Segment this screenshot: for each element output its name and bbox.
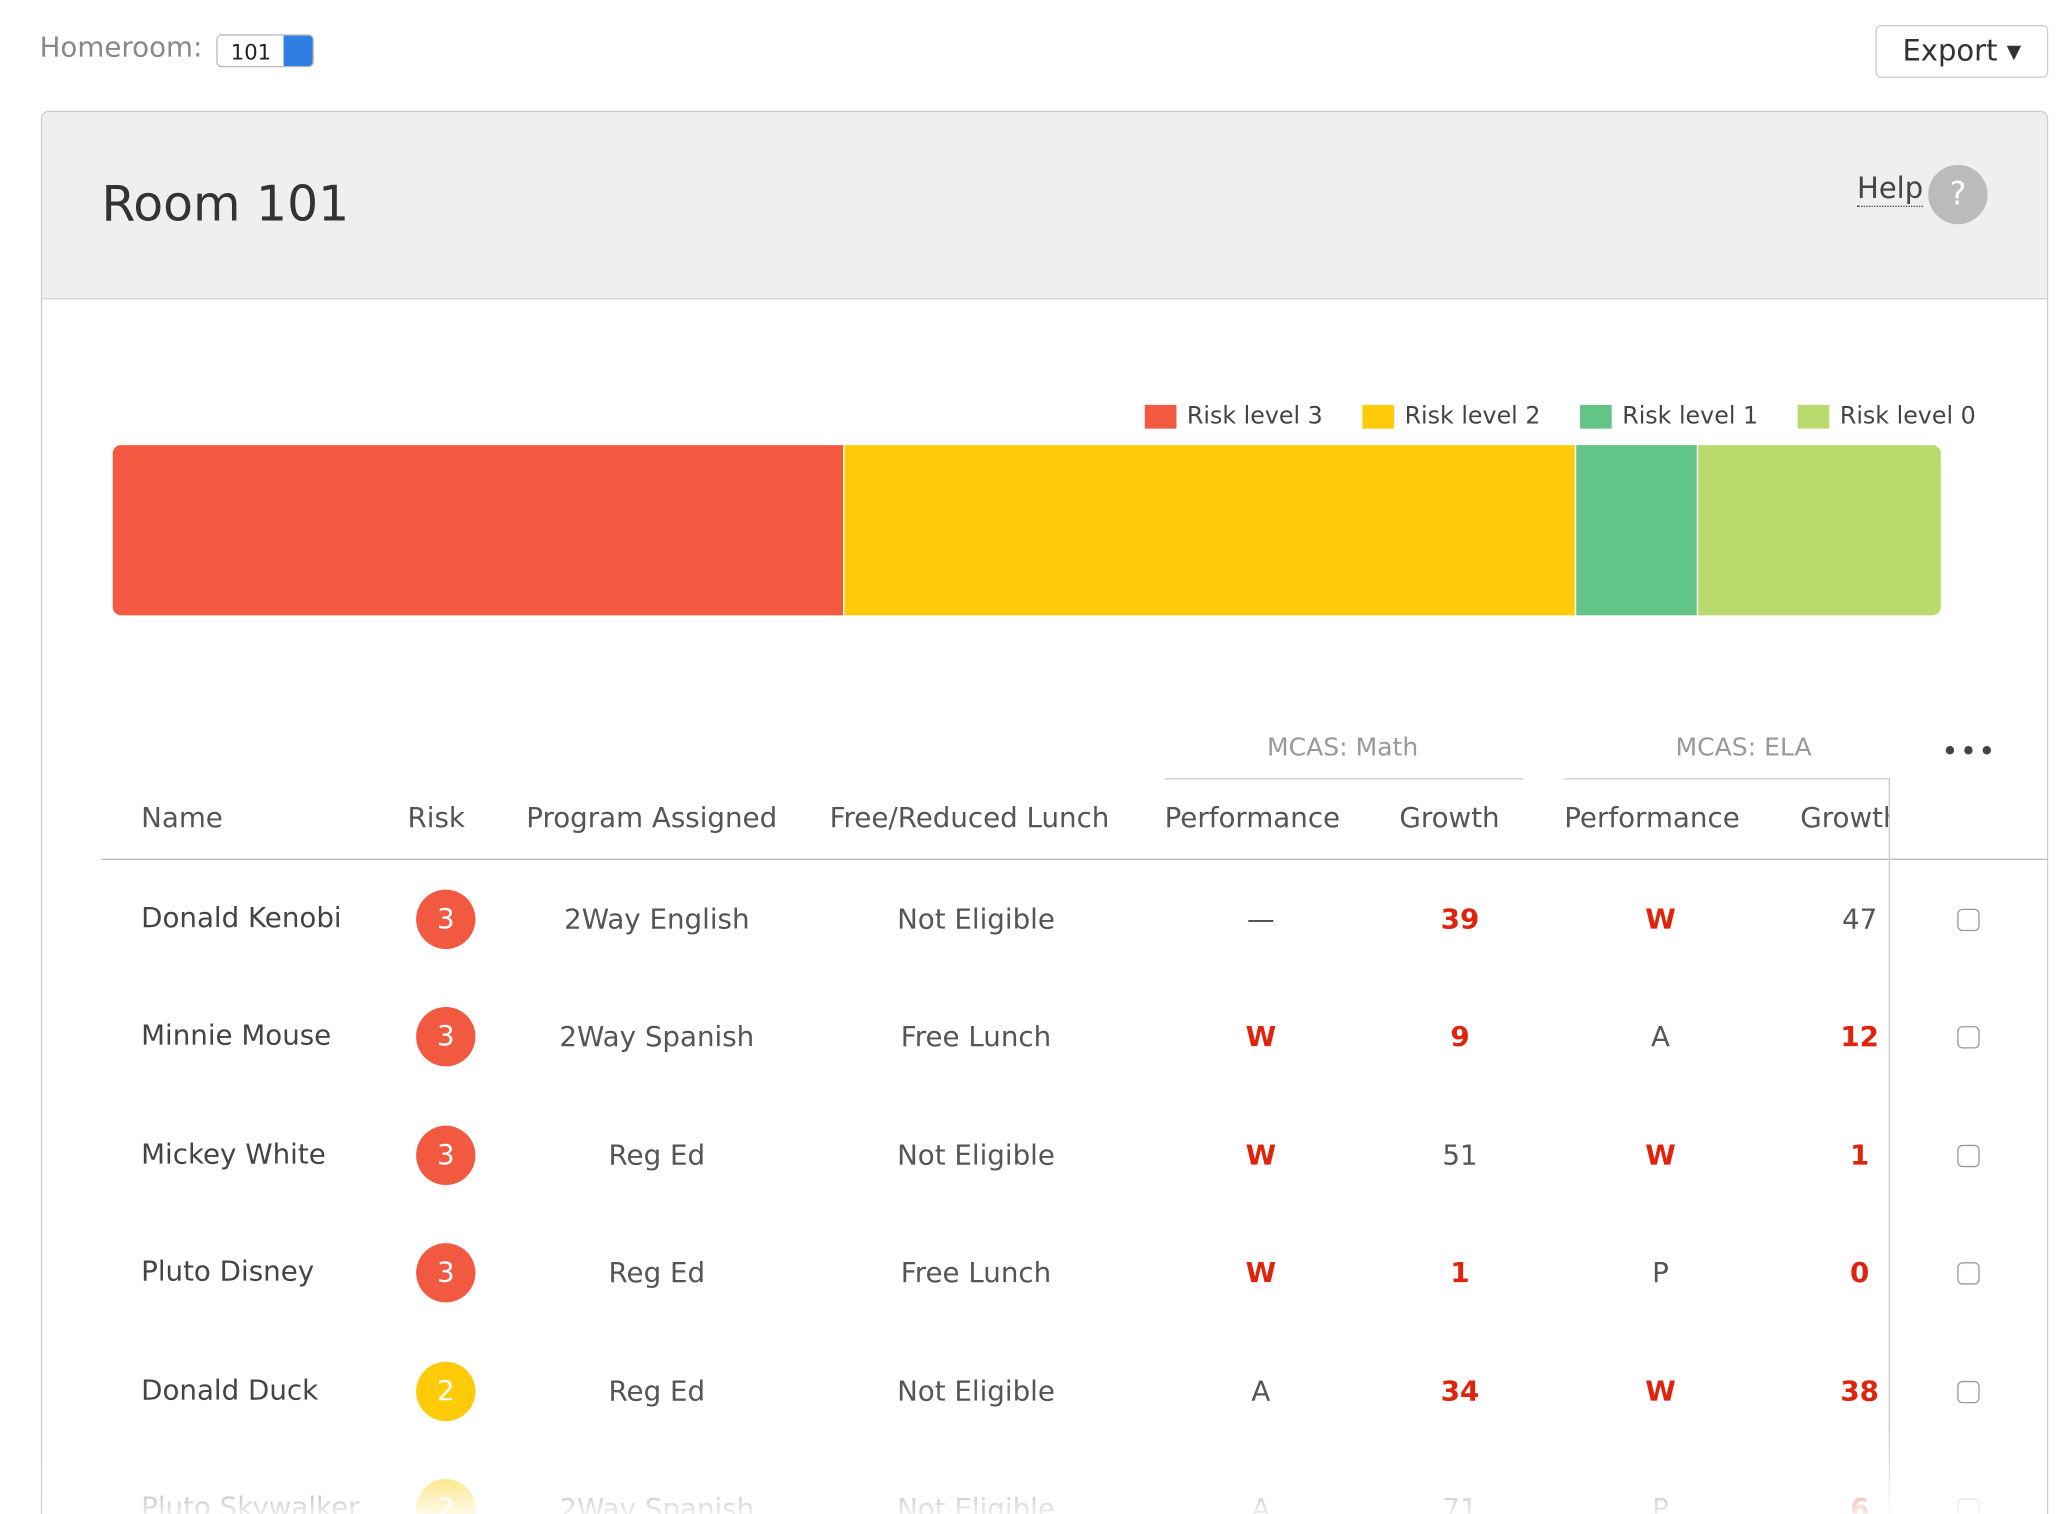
legend-label: Risk level 2 [1404,402,1541,430]
cell: 9 [1450,1021,1470,1053]
student-name: Donald Kenobi [141,902,342,934]
bar-segment [1696,444,1942,616]
cell: 12 [1840,1021,1879,1053]
legend-swatch [1797,404,1830,428]
export-button[interactable]: Export ▾ [1875,25,2049,78]
column-header: Growth [1800,801,1888,834]
legend-item: Risk level 0 [1797,402,1976,430]
cell: 1 [1450,1257,1470,1289]
cell: 47 [1842,903,1878,936]
column-header: Performance [1564,801,1740,834]
group-header: MCAS: Math [1267,733,1419,763]
header-rule [101,858,2049,860]
legend-swatch [1362,404,1395,428]
group-header: MCAS: ELA [1675,733,1812,763]
column-header: Growth [1399,801,1500,834]
group-rule [1164,778,1524,780]
cell: W [1645,1139,1676,1171]
panel [40,110,2049,1514]
row-checkbox[interactable] [1957,1026,1980,1050]
cell: A [1251,1375,1271,1407]
homeroom-value: 101 [230,39,272,65]
cell: W [1245,1139,1277,1171]
cell: 2Way Spanish [559,1021,755,1053]
panel-title: Room 101 [101,175,350,233]
cell: W [1645,1375,1676,1407]
legend-item: Risk level 3 [1144,402,1323,430]
cell: 2Way English [564,903,750,936]
cell: W [1245,1021,1277,1053]
homeroom-label: Homeroom: [39,31,203,64]
cell: Reg Ed [608,1139,706,1171]
student-name: Pluto Disney [141,1255,315,1288]
legend-item: Risk level 1 [1580,402,1758,430]
student-name: Donald Duck [141,1373,319,1406]
cell: Free Lunch [900,1021,1052,1053]
homeroom-select[interactable]: 101 [216,34,314,68]
legend-label: Risk level 0 [1839,402,1976,430]
risk-chart [112,444,1942,616]
row-checkbox[interactable] [1957,1144,1980,1167]
cell: Reg Ed [608,1257,706,1289]
student-name: Minnie Mouse [141,1020,332,1052]
cell: P [1652,1257,1669,1289]
legend-item: Risk level 2 [1362,402,1540,430]
cell: 0 [1850,1257,1870,1289]
sticky-divider [1888,778,1890,1514]
bar-segment [843,444,1577,616]
column-header: Risk [407,801,465,834]
panel-header [42,112,2047,300]
risk-badge: 3 [416,1243,476,1303]
column-header: Name [141,801,223,834]
cell: — [1247,903,1275,936]
cell: 38 [1840,1375,1879,1407]
row-checkbox[interactable] [1957,1262,1980,1285]
more-menu[interactable]: ••• [1941,735,1997,769]
row-checkbox[interactable] [1957,908,1980,932]
legend-label: Risk level 1 [1622,402,1759,430]
cell: 39 [1440,903,1480,936]
cell: 1 [1850,1139,1870,1171]
cell: Free Lunch [900,1257,1052,1289]
cell: A [1651,1021,1670,1053]
cell: W [1245,1257,1277,1289]
bar-segment [112,444,845,616]
bar-segment [1574,444,1699,616]
help-icon[interactable]: ? [1928,164,1988,225]
column-header: Performance [1164,801,1341,834]
legend-swatch [1144,404,1177,428]
column-header: Free/Reduced Lunch [829,801,1110,834]
cell: W [1645,903,1676,936]
cell: Reg Ed [608,1375,706,1407]
legend: Risk level 3 Risk level 2 Risk level 1 Risk… [1144,402,1976,430]
select-stepper [283,35,313,66]
cell: 34 [1440,1375,1480,1407]
risk-badge: 3 [416,1007,476,1067]
row-checkbox[interactable] [1957,1380,1980,1403]
risk-badge: 3 [416,1125,476,1185]
cell: 51 [1442,1139,1478,1171]
cell: Not Eligible [897,1139,1055,1171]
export-label: Export [1902,35,1998,69]
help-link[interactable]: Help [1857,172,1924,208]
risk-badge: 3 [416,889,476,949]
risk-badge: 2 [416,1361,476,1421]
legend-swatch [1580,404,1612,428]
cell: Not Eligible [897,903,1055,936]
legend-label: Risk level 3 [1186,402,1323,430]
student-name: Mickey White [141,1137,326,1170]
column-header: Program Assigned [526,801,778,834]
fade [42,1424,2047,1514]
group-rule [1564,778,1889,780]
cell: Not Eligible [897,1375,1055,1407]
